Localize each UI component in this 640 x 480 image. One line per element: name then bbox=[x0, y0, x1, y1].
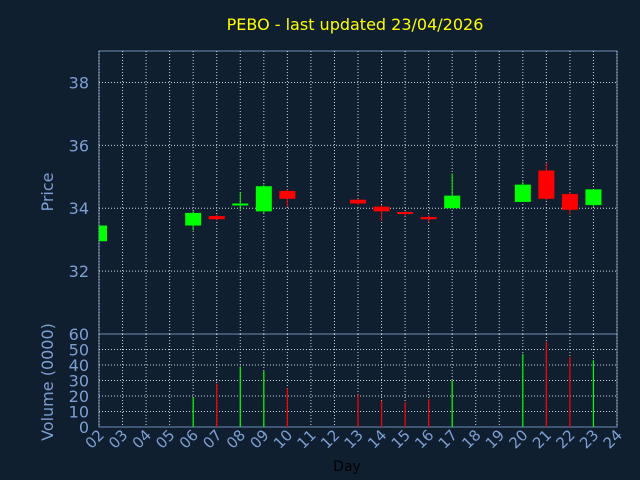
candle-body bbox=[444, 195, 461, 209]
day-tick-label: 08 bbox=[223, 426, 249, 452]
candle-body bbox=[232, 203, 249, 206]
day-tick-label: 12 bbox=[317, 426, 343, 452]
volume-tick-label: 20 bbox=[69, 387, 89, 406]
volume-tick-label: 0 bbox=[79, 418, 89, 437]
day-tick-label: 18 bbox=[458, 426, 484, 452]
day-tick-label: 14 bbox=[364, 426, 390, 452]
day-tick-label: 09 bbox=[246, 426, 272, 452]
candle-body bbox=[397, 211, 414, 214]
candle-body bbox=[585, 189, 602, 206]
candle-body bbox=[185, 212, 202, 226]
volume-tick-label: 30 bbox=[69, 372, 89, 391]
day-tick-labels: 0203040506070809101112131415161718192021… bbox=[82, 426, 626, 452]
chart-title: PEBO - last updated 23/04/2026 bbox=[227, 15, 484, 34]
candles bbox=[99, 162, 602, 242]
day-tick-label: 22 bbox=[553, 426, 579, 452]
day-tick-label: 11 bbox=[294, 426, 320, 452]
candle-body bbox=[373, 206, 390, 212]
day-tick-label: 06 bbox=[176, 426, 202, 452]
price-axis-label: Price bbox=[38, 172, 57, 211]
volume-axis-label: Volume (0000) bbox=[38, 323, 57, 441]
candle-body bbox=[350, 199, 366, 204]
day-tick-label: 24 bbox=[600, 426, 626, 452]
candle-body bbox=[420, 217, 437, 220]
day-tick-label: 23 bbox=[576, 426, 602, 452]
price-panel: 32 34 36 38 bbox=[69, 50, 618, 335]
day-tick-label: 20 bbox=[505, 426, 531, 452]
candle-body bbox=[99, 225, 107, 242]
day-tick-label: 13 bbox=[341, 426, 367, 452]
day-tick-label: 21 bbox=[529, 426, 555, 452]
candle-body bbox=[255, 186, 272, 212]
candle-body bbox=[208, 216, 225, 220]
price-tick-label: 38 bbox=[69, 73, 89, 92]
day-tick-label: 04 bbox=[129, 426, 155, 452]
price-tick-label: 34 bbox=[69, 199, 89, 218]
day-axis-label: Day bbox=[333, 459, 361, 475]
day-tick-label: 16 bbox=[411, 426, 437, 452]
day-tick-label: 05 bbox=[152, 426, 178, 452]
candle-body bbox=[514, 184, 531, 202]
day-tick-label: 17 bbox=[435, 426, 461, 452]
day-tick-label: 15 bbox=[388, 426, 414, 452]
volume-tick-label: 50 bbox=[69, 341, 89, 360]
volume-tick-label: 40 bbox=[69, 356, 89, 375]
day-tick-label: 19 bbox=[482, 426, 508, 452]
day-tick-label: 10 bbox=[270, 426, 296, 452]
candle-body bbox=[279, 190, 296, 199]
price-tick-label: 32 bbox=[69, 262, 89, 281]
price-tick-label: 36 bbox=[69, 136, 89, 155]
volume-tick-label: 60 bbox=[69, 325, 89, 344]
day-tick-label: 03 bbox=[105, 426, 131, 452]
day-tick-label: 07 bbox=[199, 426, 225, 452]
candle-body bbox=[561, 194, 578, 210]
candle-body bbox=[538, 170, 555, 199]
volume-tick-label: 10 bbox=[69, 403, 89, 422]
